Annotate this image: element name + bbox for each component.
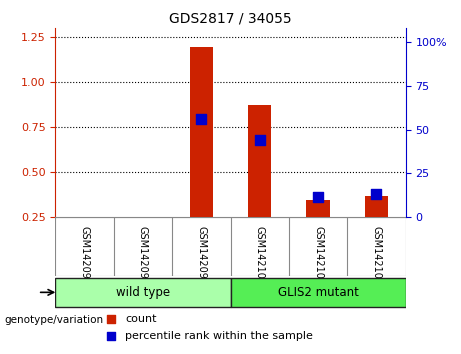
Bar	[365, 195, 388, 262]
Bar	[307, 200, 330, 262]
Bar	[189, 47, 213, 262]
Text: genotype/variation: genotype/variation	[5, 315, 104, 325]
Text: count: count	[125, 314, 157, 324]
Point	[373, 192, 380, 197]
Point	[108, 316, 115, 322]
FancyBboxPatch shape	[55, 278, 230, 307]
Text: GSM142099: GSM142099	[196, 226, 207, 285]
Text: percentile rank within the sample: percentile rank within the sample	[125, 331, 313, 341]
Text: GSM142100: GSM142100	[254, 226, 265, 285]
Point	[256, 137, 263, 143]
Bar	[248, 105, 272, 262]
Text: GSM142101: GSM142101	[313, 226, 323, 285]
Point	[198, 116, 205, 122]
Point	[314, 194, 322, 200]
Point	[108, 333, 115, 339]
Text: wild type: wild type	[116, 286, 170, 299]
Text: GSM142097: GSM142097	[79, 226, 89, 285]
Text: GSM142102: GSM142102	[372, 226, 382, 285]
FancyBboxPatch shape	[230, 278, 406, 307]
Text: GLIS2 mutant: GLIS2 mutant	[278, 286, 359, 299]
Text: GSM142098: GSM142098	[138, 226, 148, 285]
Title: GDS2817 / 34055: GDS2817 / 34055	[169, 12, 292, 26]
